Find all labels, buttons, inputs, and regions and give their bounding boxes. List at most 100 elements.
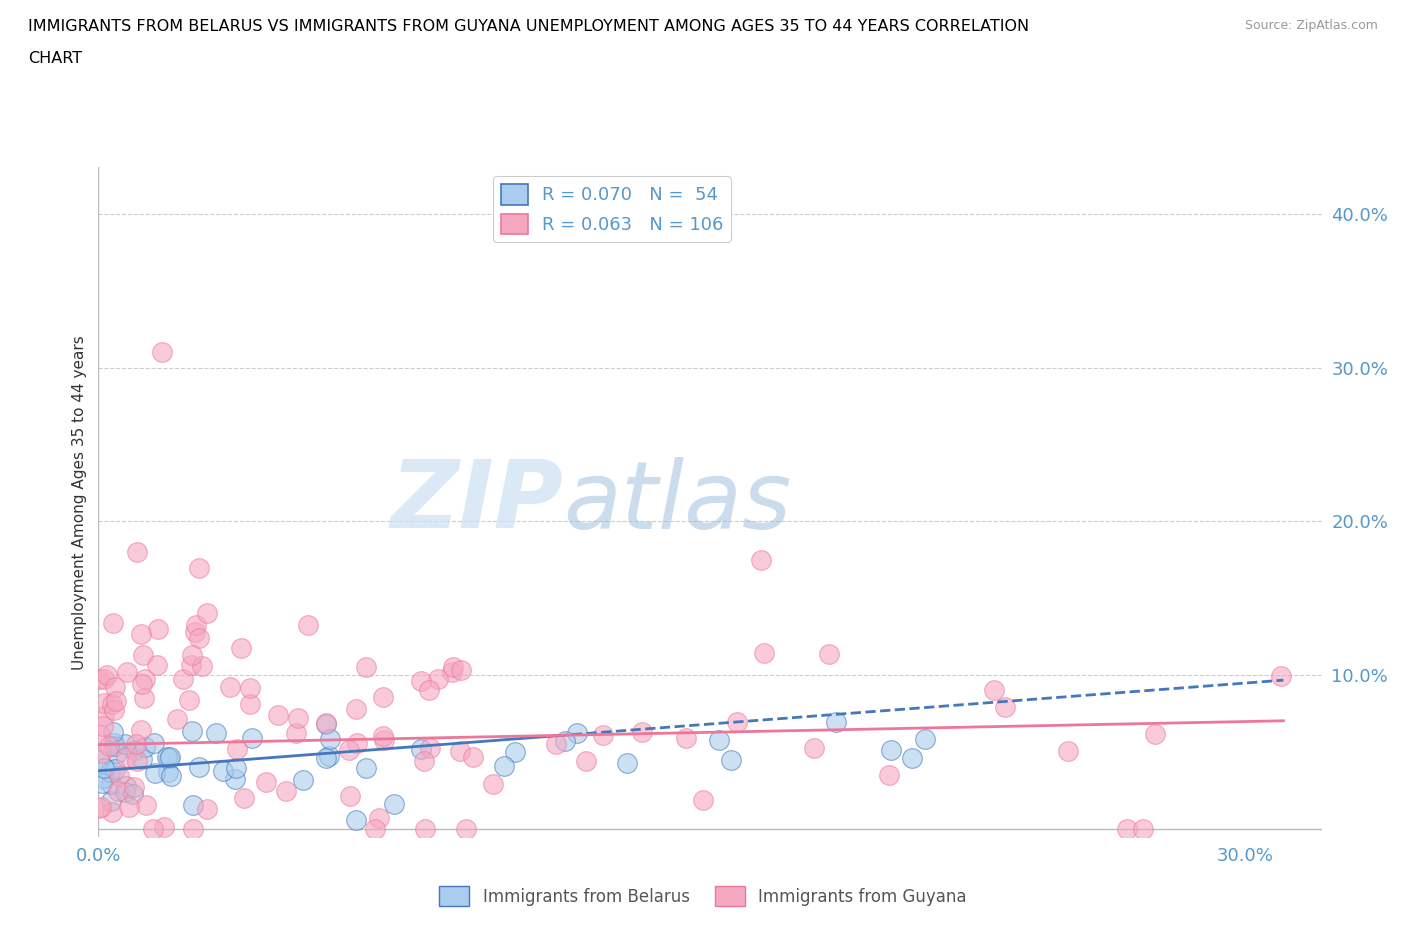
Text: IMMIGRANTS FROM BELARUS VS IMMIGRANTS FROM GUYANA UNEMPLOYMENT AMONG AGES 35 TO : IMMIGRANTS FROM BELARUS VS IMMIGRANTS FR…: [28, 19, 1029, 33]
Point: [413, 822, 436, 837]
Text: CHART: CHART: [28, 51, 82, 66]
Point: [900, 751, 922, 765]
Point: [382, 797, 405, 812]
Point: [205, 725, 228, 740]
Point: [107, 784, 129, 799]
Point: [101, 724, 124, 739]
Point: [233, 790, 256, 805]
Point: [159, 769, 181, 784]
Point: [180, 647, 202, 662]
Point: [1144, 726, 1167, 741]
Point: [143, 765, 166, 780]
Point: [344, 701, 367, 716]
Point: [240, 731, 263, 746]
Point: [89, 752, 111, 767]
Point: [218, 680, 240, 695]
Point: [187, 560, 209, 575]
Point: [166, 711, 188, 726]
Point: [146, 658, 169, 672]
Point: [142, 822, 165, 837]
Point: [157, 765, 180, 780]
Point: [239, 697, 262, 711]
Point: [675, 731, 697, 746]
Point: [124, 779, 146, 794]
Point: [983, 683, 1005, 698]
Point: [440, 664, 463, 679]
Point: [103, 702, 125, 717]
Point: [181, 822, 204, 837]
Point: [100, 777, 122, 791]
Point: [546, 736, 568, 751]
Point: [285, 725, 308, 740]
Point: [91, 719, 114, 734]
Point: [315, 716, 337, 731]
Point: [292, 772, 315, 787]
Point: [98, 764, 121, 779]
Point: [159, 750, 181, 764]
Point: [418, 683, 440, 698]
Point: [482, 777, 505, 792]
Point: [1116, 822, 1139, 837]
Point: [190, 658, 212, 673]
Y-axis label: Unemployment Among Ages 35 to 44 years: Unemployment Among Ages 35 to 44 years: [72, 335, 87, 670]
Point: [135, 798, 157, 813]
Point: [93, 695, 115, 710]
Point: [89, 727, 111, 742]
Point: [692, 792, 714, 807]
Point: [105, 694, 128, 709]
Point: [371, 690, 394, 705]
Point: [124, 742, 146, 757]
Point: [239, 680, 262, 695]
Point: [449, 744, 471, 759]
Point: [97, 738, 120, 753]
Point: [274, 784, 297, 799]
Point: [134, 671, 156, 686]
Point: [226, 741, 249, 756]
Point: [356, 761, 378, 776]
Point: [103, 736, 125, 751]
Point: [616, 755, 638, 770]
Point: [91, 775, 114, 790]
Point: [994, 699, 1017, 714]
Point: [117, 664, 139, 679]
Point: [195, 802, 218, 817]
Point: [172, 671, 194, 686]
Point: [115, 778, 138, 793]
Point: [825, 714, 848, 729]
Point: [96, 668, 118, 683]
Point: [630, 725, 652, 740]
Point: [368, 810, 391, 825]
Point: [101, 616, 124, 631]
Point: [195, 605, 218, 620]
Point: [1132, 822, 1154, 837]
Point: [337, 742, 360, 757]
Point: [180, 658, 202, 672]
Point: [125, 545, 148, 560]
Point: [153, 819, 176, 834]
Point: [93, 709, 115, 724]
Point: [592, 727, 614, 742]
Point: [114, 785, 136, 800]
Point: [1057, 744, 1080, 759]
Point: [319, 732, 342, 747]
Point: [124, 737, 146, 751]
Point: [101, 804, 124, 819]
Point: [450, 662, 472, 677]
Point: [146, 621, 169, 636]
Point: [231, 641, 253, 656]
Point: [494, 759, 516, 774]
Point: [817, 646, 839, 661]
Point: [554, 734, 576, 749]
Point: [371, 728, 394, 743]
Point: [150, 345, 173, 360]
Point: [184, 618, 207, 632]
Point: [752, 645, 775, 660]
Point: [188, 631, 211, 645]
Point: [880, 742, 903, 757]
Point: [122, 787, 145, 802]
Point: [749, 552, 772, 567]
Point: [426, 671, 449, 686]
Point: [183, 625, 205, 640]
Point: [503, 745, 526, 760]
Point: [90, 800, 112, 815]
